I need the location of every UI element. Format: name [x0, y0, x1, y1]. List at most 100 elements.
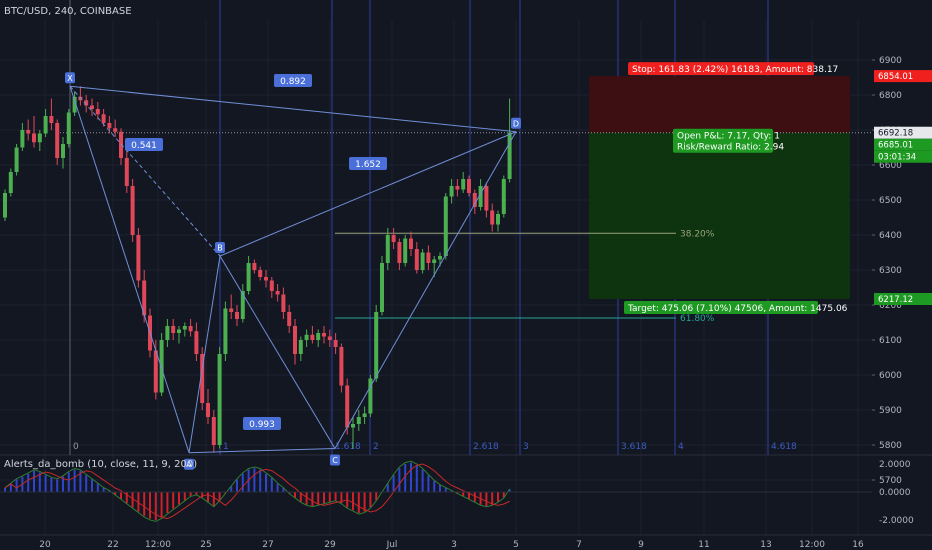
fib-time-label: 1	[223, 442, 229, 452]
pnl-label-text: Open P&L: 7.17, Qty: 1	[677, 132, 780, 142]
candle-body	[26, 130, 31, 134]
ratio-badge	[243, 417, 281, 430]
price-tag-box	[874, 138, 932, 151]
candle-body	[61, 144, 65, 158]
candle-body	[200, 354, 205, 403]
candle-body	[153, 350, 158, 393]
candle-body	[507, 132, 512, 179]
pattern-point-label: C	[332, 456, 338, 465]
fib-time-label: 1.618	[335, 442, 361, 452]
stop-zone	[589, 76, 850, 133]
candle-body	[409, 238, 413, 249]
time-axis[interactable]: 20 22 12:00 25 27 29 Jul 3 5 7 9 11 13 12:00 16	[0, 534, 932, 550]
x-tick-label: 7	[576, 540, 582, 550]
x-tick-label: 12:00	[145, 540, 171, 550]
long-position[interactable]	[60, 76, 872, 300]
pattern-point-badge	[330, 454, 340, 466]
candle-body	[119, 131, 123, 158]
candle-body	[136, 235, 141, 281]
candle-body	[380, 263, 384, 312]
candle-body	[84, 100, 89, 106]
fib-level-label: 61.80%	[680, 314, 715, 324]
candle-body	[438, 256, 442, 260]
ratio-label: 0.993	[249, 420, 275, 430]
target-zone	[589, 132, 850, 300]
y-tick-label: 6200	[879, 301, 902, 311]
candle-body	[130, 186, 135, 235]
candle-body	[449, 186, 454, 197]
candle-body	[472, 193, 477, 207]
candlestick-series	[3, 86, 512, 453]
candle-body	[316, 333, 321, 340]
fib-time-label: 3.618	[621, 442, 647, 452]
osc-y-tick-label: 2.0000	[879, 460, 911, 470]
fib-time-label: 4	[678, 442, 684, 452]
candle-body	[66, 112, 71, 144]
candle-body	[269, 280, 274, 291]
fib-time-label: 4.618	[771, 442, 797, 452]
candle-body	[351, 424, 355, 428]
y-tick-label: 5900	[879, 406, 902, 416]
candle-body	[177, 329, 181, 333]
fib-level-label: 38.20%	[680, 229, 715, 239]
candle-body	[391, 235, 396, 242]
candle-body	[43, 116, 48, 134]
candle-body	[95, 109, 100, 115]
price-tag-box	[874, 150, 932, 163]
x-tick-label: 25	[200, 540, 211, 550]
y-tick-label: 5800	[879, 441, 902, 451]
candle-body	[333, 340, 338, 347]
price-axis[interactable]: 6900680067006600650064006300620061006000…	[872, 56, 932, 526]
candle-body	[287, 312, 292, 326]
x-tick-label: Jul	[386, 540, 398, 550]
candle-body	[397, 242, 402, 263]
fib-time-label: 2	[373, 442, 379, 452]
candle-body	[223, 308, 228, 354]
candle-body	[310, 334, 315, 340]
pnl-label-text: Risk/Reward Ratio: 2.94	[677, 143, 784, 153]
pattern-leg-ac	[188, 448, 336, 454]
candle-body	[20, 130, 25, 148]
harmonic-pattern[interactable]: X A B C D 0.892 0.541 1.652 0.993	[65, 72, 521, 470]
signal-line	[4, 460, 511, 522]
target-label-text: Target: 475.06 (7.10%) 47506, Amount: 14…	[627, 304, 848, 314]
y-tick-label: 6000	[879, 371, 902, 381]
osc-y-tick-label: -2.0000	[879, 516, 914, 526]
price-tag-label: 6685.01	[878, 141, 913, 151]
candle-body	[490, 210, 495, 225]
candle-body	[3, 193, 7, 218]
price-tag-label: 6217.12	[878, 295, 913, 305]
pnl-label-box	[673, 128, 773, 153]
price-tag-label: 03:01:34	[878, 153, 916, 163]
y-tick-label: 6300	[879, 266, 902, 276]
candle-body	[142, 280, 147, 316]
pattern-point-badge	[511, 117, 521, 129]
candle-body	[304, 334, 309, 340]
ratio-badge	[274, 74, 312, 87]
candle-body	[217, 354, 222, 445]
stop-label-text: Stop: 161.83 (2.42%) 16183, Amount: 838.…	[632, 65, 838, 75]
candle-body	[264, 277, 268, 281]
candle-body	[188, 326, 193, 332]
candle-body	[345, 385, 350, 428]
candle-body	[403, 238, 408, 263]
candle-body	[235, 312, 239, 319]
indicator-title[interactable]: Alerts_da_bomb (10, close, 11, 9, 200)	[4, 459, 197, 470]
candle-body	[374, 312, 379, 379]
x-tick-label: 22	[107, 540, 118, 550]
y-tick-label: 6900	[879, 56, 902, 66]
position-labels: Stop: 161.83 (2.42%) 16183, Amount: 838.…	[624, 62, 848, 315]
ratio-label: 1.652	[355, 160, 381, 170]
candle-body	[14, 147, 19, 172]
x-tick-label: 3	[451, 540, 457, 550]
candle-body	[107, 123, 112, 129]
candle-body	[356, 417, 361, 424]
fib-time-label: 3	[523, 442, 529, 452]
candle-body	[275, 291, 280, 295]
x-tick-label: 13	[760, 540, 771, 550]
pattern-point-badge	[215, 242, 225, 253]
pattern-point-label: D	[513, 119, 519, 128]
candle-body	[467, 179, 471, 193]
candle-body	[101, 114, 106, 123]
